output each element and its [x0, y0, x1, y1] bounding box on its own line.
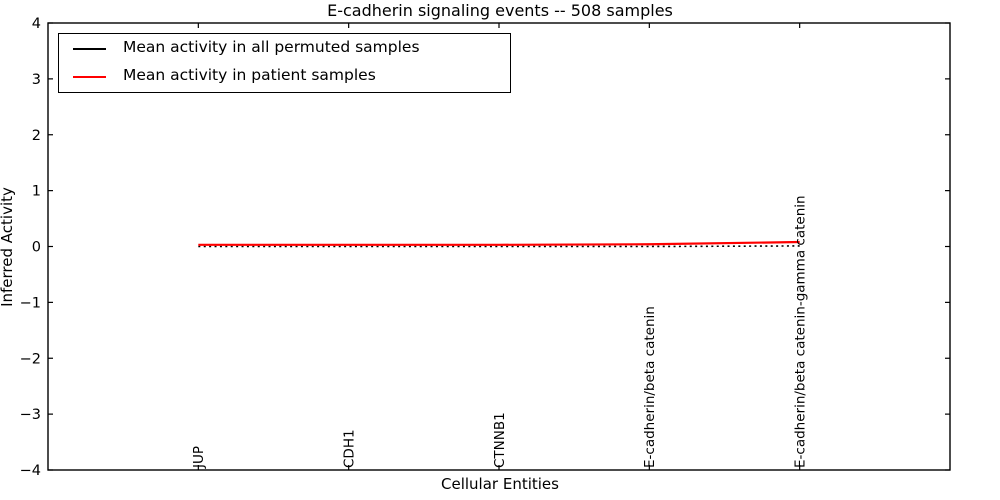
legend-entry-permuted: Mean activity in all permuted samples — [73, 36, 510, 62]
y-tick-label: −4 — [20, 463, 41, 479]
legend-line-sample-patient — [73, 76, 106, 78]
x-tick-label: CDH1 — [341, 429, 357, 468]
x-tick-label: CTNNB1 — [492, 412, 508, 468]
y-tick-label: 2 — [32, 128, 41, 144]
x-axis-label: Cellular Entities — [441, 475, 559, 493]
y-tick-label: −1 — [20, 295, 41, 311]
legend: Mean activity in all permuted samples Me… — [58, 33, 511, 93]
y-tick-label: −2 — [20, 351, 41, 367]
legend-entry-patient: Mean activity in patient samples — [73, 64, 510, 90]
x-tick-label: JUP — [191, 446, 207, 469]
legend-label-patient: Mean activity in patient samples — [123, 66, 376, 85]
chart-title: E-cadherin signaling events -- 508 sampl… — [327, 1, 673, 20]
series-line-0 — [198, 245, 800, 248]
y-tick-label: 0 — [32, 240, 41, 256]
y-tick-label: 1 — [32, 184, 41, 200]
y-tick-label: −3 — [20, 407, 41, 423]
y-tick-label: 3 — [32, 72, 41, 88]
legend-label-permuted: Mean activity in all permuted samples — [123, 38, 420, 57]
y-tick-label: 4 — [32, 16, 41, 32]
y-axis-label: Inferred Activity — [0, 187, 16, 307]
series-line-1 — [198, 240, 800, 246]
x-tick-label: E-cadherin/beta catenin-gamma catenin — [792, 195, 808, 468]
x-tick-label: E-cadherin/beta catenin — [642, 306, 658, 468]
legend-line-sample-permuted — [73, 48, 106, 50]
